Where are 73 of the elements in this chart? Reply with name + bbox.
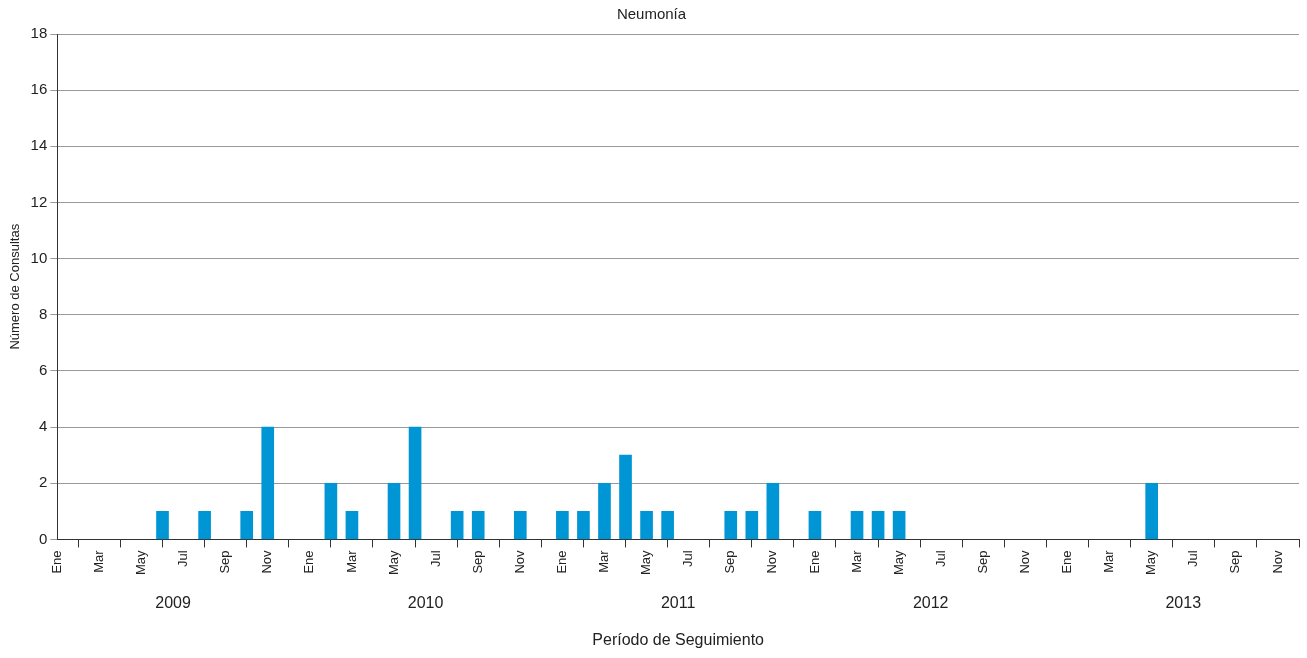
bar	[408, 426, 422, 540]
bar	[345, 511, 359, 540]
bar	[745, 511, 759, 540]
x-tick-label: Sep	[722, 550, 738, 574]
x-tick-label: Ene	[1059, 550, 1075, 574]
y-tick-label: 14	[30, 136, 48, 154]
text: 2010	[407, 594, 444, 612]
bar	[808, 511, 822, 540]
x-tick-label: Ene	[806, 550, 822, 574]
bar	[156, 511, 169, 540]
y-tick-label: 10	[30, 248, 48, 266]
text: 2009	[155, 594, 191, 612]
x-tick-label: Ene	[301, 550, 317, 574]
y-tick-label: 18	[30, 24, 48, 42]
x-tick-label: Sep	[217, 550, 233, 574]
bar	[871, 511, 885, 540]
bar	[261, 426, 275, 540]
bar	[661, 511, 674, 540]
x-tick-label: Ene	[48, 550, 64, 574]
y-tick-label: 2	[38, 473, 48, 491]
y-tick-label: 8	[38, 304, 48, 322]
x-tick-label: Nov	[1016, 549, 1032, 574]
bar	[240, 511, 254, 540]
bar	[850, 511, 864, 540]
y-tick-label: 16	[30, 80, 48, 98]
x-tick-label: Mar	[848, 549, 864, 573]
x-tick-label: Mar	[596, 549, 612, 573]
x-tick-label: Jul	[175, 550, 191, 568]
y-tick-label: 0	[38, 529, 48, 547]
x-tick-label: Jul	[427, 550, 443, 568]
x-tick-label: Jul	[680, 550, 696, 568]
x-tick-label: May	[133, 549, 149, 575]
bar	[766, 482, 780, 540]
bar	[640, 511, 653, 540]
bar	[1145, 482, 1159, 540]
bar	[198, 511, 211, 540]
bar	[577, 511, 590, 540]
text: 2012	[912, 594, 949, 612]
x-tick-label: Mar	[1101, 549, 1117, 573]
x-tick-label: May	[890, 549, 906, 575]
x-tick-label: Mar	[90, 549, 106, 573]
x-tick-label: Sep	[974, 550, 990, 574]
y-tick-label: 12	[30, 192, 48, 210]
x-tick-label: May	[638, 549, 654, 575]
y-axis-title: Número de Consultas	[7, 223, 23, 350]
bar	[471, 511, 485, 540]
y-tick-label: 6	[38, 361, 48, 379]
x-tick-label: Nov	[511, 549, 527, 574]
x-tick-label: Jul	[1185, 550, 1201, 568]
bar	[556, 511, 569, 540]
bar	[450, 511, 464, 540]
x-tick-label: Nov	[764, 549, 780, 574]
bar	[324, 482, 338, 540]
bar	[513, 511, 527, 540]
y-tick-label: 4	[38, 417, 48, 435]
x-tick-label: Jul	[932, 550, 948, 568]
text: 2013	[1165, 594, 1202, 612]
chart-title: Neumonía	[616, 5, 687, 23]
x-tick-label: May	[385, 549, 401, 575]
x-axis-title: Período de Seguimiento	[592, 631, 765, 649]
bar	[892, 511, 906, 540]
bar	[598, 482, 611, 540]
x-tick-label: Mar	[343, 549, 359, 573]
x-tick-label: Sep	[469, 550, 485, 574]
x-tick-label: May	[1143, 549, 1159, 575]
text: 2011	[660, 594, 696, 612]
bar	[619, 454, 632, 540]
bar	[724, 511, 738, 540]
x-tick-label: Ene	[553, 550, 569, 574]
x-tick-label: Sep	[1227, 550, 1243, 574]
x-tick-label: Nov	[1269, 549, 1285, 574]
bar	[387, 482, 401, 540]
x-tick-label: Nov	[259, 549, 275, 574]
